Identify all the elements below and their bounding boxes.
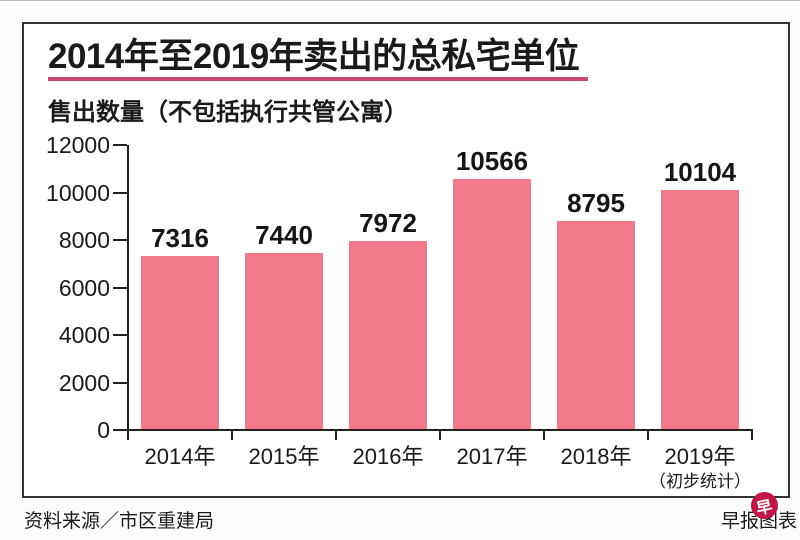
bar-2017年 — [453, 179, 531, 429]
y-axis-tick — [113, 429, 127, 431]
x-axis-label: 2016年 — [352, 444, 424, 469]
y-axis-label: 4000 — [58, 322, 110, 348]
y-axis-label: 6000 — [58, 274, 110, 301]
zaobao-logo-icon: 早 — [751, 492, 778, 519]
y-axis-label: 10000 — [46, 179, 110, 206]
chart-subtitle: 售出数量（不包括执行共管公寓） — [48, 99, 408, 126]
credit-note: 早报图表 — [720, 511, 797, 532]
x-axis-tick — [751, 430, 753, 440]
y-axis-label: 2000 — [58, 369, 110, 396]
x-axis-label: 2017年 — [456, 444, 528, 469]
y-axis-tick — [113, 381, 127, 384]
y-axis — [127, 145, 129, 432]
bar-value-label: 10104 — [663, 157, 737, 187]
bar-value-label: 8795 — [567, 188, 625, 218]
x-axis-tick — [127, 430, 129, 440]
y-axis-label: 12000 — [46, 132, 110, 158]
x-axis-tick — [647, 430, 649, 440]
bar-value-label: 7316 — [151, 223, 209, 253]
x-axis-tick — [543, 430, 545, 440]
y-axis-tick — [113, 286, 127, 289]
x-axis-label: 2014年 — [144, 444, 216, 469]
x-axis-label: 2015年 — [248, 444, 320, 469]
bar-2019年 — [661, 190, 739, 429]
title-underline — [48, 77, 588, 81]
y-axis-tick — [113, 144, 127, 146]
y-axis-label: 0 — [97, 417, 110, 443]
bar-2016年 — [349, 241, 427, 429]
bar-value-label: 7440 — [255, 220, 313, 250]
bar-2015年 — [245, 253, 323, 429]
bar-2018年 — [557, 221, 635, 429]
y-axis-tick — [113, 239, 127, 241]
y-axis-label: 8000 — [58, 227, 110, 253]
x-axis-label: 2018年 — [560, 444, 632, 469]
x-axis-note: （初步统计） — [649, 472, 751, 491]
x-axis-tick — [439, 430, 441, 440]
y-axis-tick — [113, 191, 127, 194]
y-axis-tick — [113, 334, 127, 336]
page-top-rule — [0, 0, 800, 1]
bar-2014年 — [141, 256, 219, 429]
source-note: 资料来源／市区重建局 — [24, 511, 215, 532]
x-axis-label: 2019年 — [664, 444, 736, 469]
bar-value-label: 7972 — [359, 208, 417, 238]
bar-value-label: 10566 — [455, 146, 529, 176]
chart-title: 2014年至2019年卖出的总私宅单位 — [48, 37, 580, 76]
x-axis-tick — [231, 430, 233, 440]
x-axis-tick — [335, 430, 337, 440]
